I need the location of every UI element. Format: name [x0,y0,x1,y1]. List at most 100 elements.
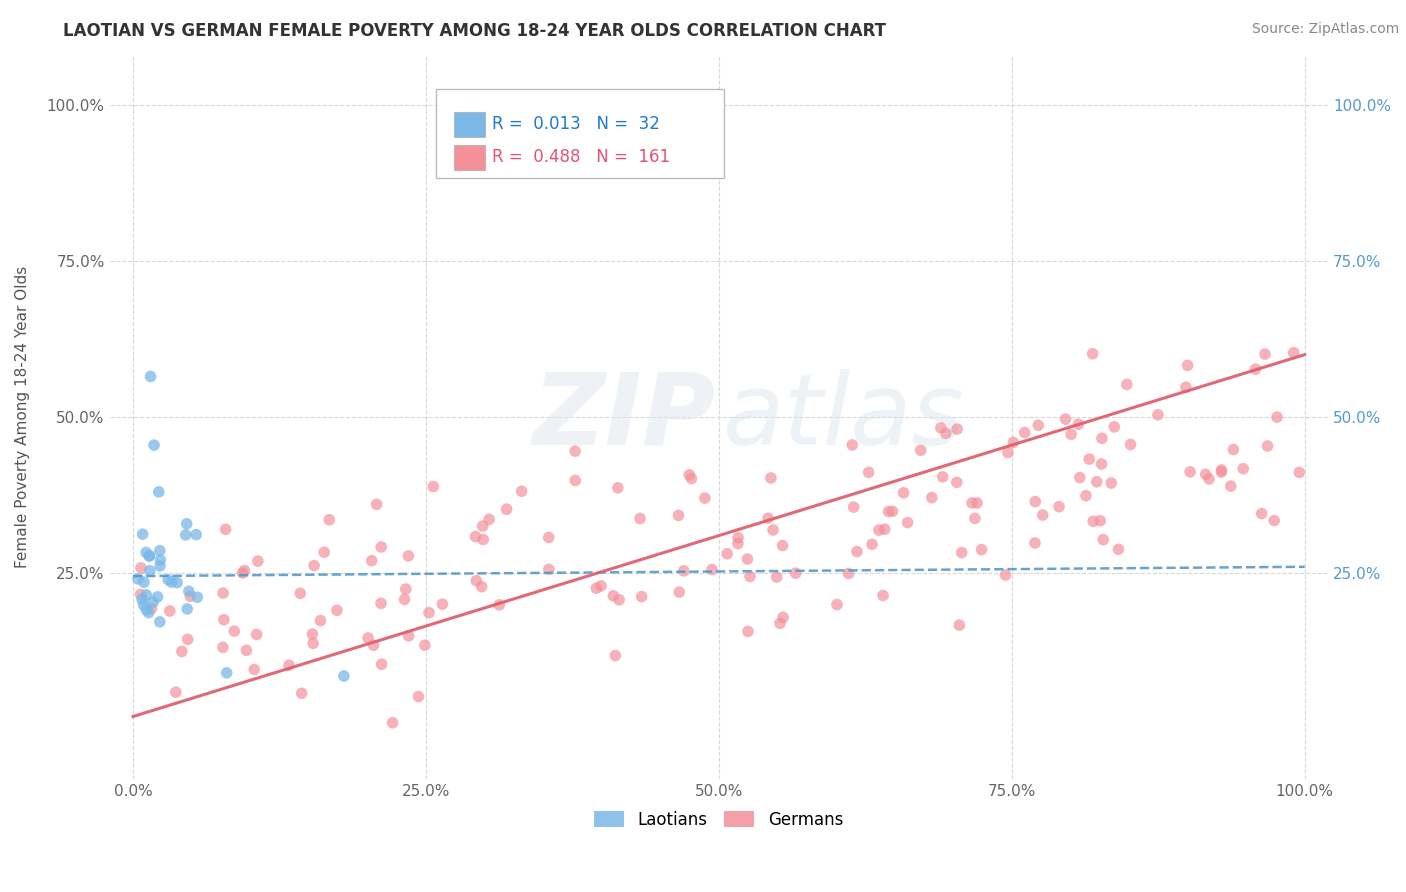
Point [160,575,183,590]
Point [176,632,198,647]
Point [1254,347,1277,361]
Text: Source: ZipAtlas.com: Source: ZipAtlas.com [1251,22,1399,37]
Point [395,582,418,596]
Point [929,421,952,435]
Point [1060,427,1083,442]
Text: R =  0.013   N =  32: R = 0.013 N = 32 [492,115,659,133]
Point [233,564,256,578]
Point [846,544,869,558]
Point [681,471,703,485]
Point [605,648,627,663]
Point [1211,463,1233,477]
Point [1257,439,1279,453]
Point [858,466,880,480]
Point [1198,472,1220,486]
Point [963,511,986,525]
Point [910,443,932,458]
Point [1211,465,1233,479]
Point [1147,408,1170,422]
Point [1047,500,1070,514]
Point [994,568,1017,582]
Point [668,508,690,523]
Point [1265,410,1288,425]
Point [174,528,197,542]
Point [700,562,723,576]
Point [737,624,759,639]
Point [1081,347,1104,361]
Point [1195,467,1218,482]
Point [564,444,586,458]
Point [366,497,388,511]
Text: R =  0.488   N =  161: R = 0.488 N = 161 [492,148,671,166]
Point [129,587,152,601]
Point [495,502,517,516]
Point [585,581,607,595]
Point [1024,536,1046,550]
Point [301,627,323,641]
Point [165,685,187,699]
Point [139,369,162,384]
Point [176,516,198,531]
Point [131,592,153,607]
Point [186,527,208,541]
Point [678,467,700,482]
Point [946,475,969,490]
Point [769,616,792,631]
Point [785,566,807,581]
Point [1099,475,1122,490]
Point [135,545,157,559]
Point [246,627,269,641]
Point [149,615,172,629]
Point [138,606,160,620]
Point [143,438,166,452]
Point [212,586,235,600]
Point [921,491,943,505]
Point [1090,514,1112,528]
Point [478,512,501,526]
Point [537,531,560,545]
Point [471,580,494,594]
Point [333,669,356,683]
Point [1032,508,1054,522]
Point [138,549,160,563]
Point [1219,479,1241,493]
Point [1067,417,1090,432]
Point [756,511,779,525]
Point [841,438,863,452]
Point [860,537,883,551]
Point [235,643,257,657]
Point [215,665,238,680]
Point [1115,377,1137,392]
Point [159,604,181,618]
Point [1002,435,1025,450]
Point [302,636,325,650]
Point [302,558,325,573]
Point [1222,442,1244,457]
Point [630,590,652,604]
Point [970,542,993,557]
Point [1263,514,1285,528]
Point [1054,412,1077,426]
Point [1092,533,1115,547]
Point [224,624,246,639]
Point [1069,470,1091,484]
Point [422,479,444,493]
Point [950,546,973,560]
Point [363,638,385,652]
Point [149,559,172,574]
Point [946,422,969,436]
Point [309,614,332,628]
Point [135,588,157,602]
Point [1174,380,1197,394]
Point [589,579,612,593]
Point [370,596,392,610]
Point [214,522,236,536]
Point [1244,362,1267,376]
Point [141,601,163,615]
Point [146,590,169,604]
Point [138,564,160,578]
Point [759,471,782,485]
Point [398,629,420,643]
Point [877,504,900,518]
Point [1085,475,1108,489]
